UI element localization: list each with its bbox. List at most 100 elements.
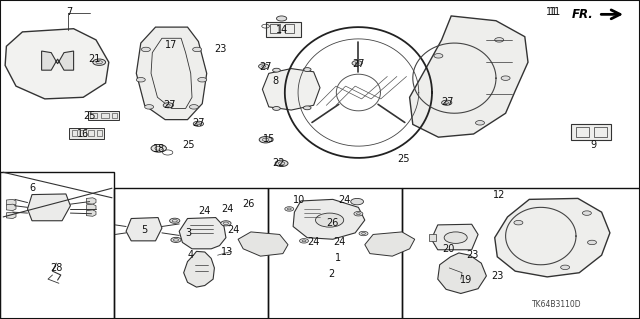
Text: 24: 24 bbox=[198, 205, 211, 216]
Circle shape bbox=[354, 211, 363, 216]
Bar bbox=[114, 188, 268, 319]
Circle shape bbox=[444, 232, 467, 243]
Polygon shape bbox=[293, 199, 365, 239]
Polygon shape bbox=[136, 27, 207, 120]
Text: 19: 19 bbox=[460, 275, 472, 285]
Circle shape bbox=[163, 103, 173, 108]
Circle shape bbox=[273, 107, 280, 110]
Circle shape bbox=[582, 211, 591, 215]
Text: 6: 6 bbox=[29, 183, 35, 193]
Bar bbox=[0, 172, 114, 319]
Polygon shape bbox=[438, 253, 486, 293]
Circle shape bbox=[221, 221, 231, 226]
Text: 26: 26 bbox=[242, 199, 255, 209]
Bar bbox=[270, 24, 280, 33]
Bar bbox=[88, 130, 94, 136]
Polygon shape bbox=[262, 69, 320, 110]
Bar bbox=[266, 22, 301, 37]
Text: 27: 27 bbox=[163, 100, 176, 110]
Text: 18: 18 bbox=[152, 144, 165, 154]
Polygon shape bbox=[42, 51, 74, 70]
Circle shape bbox=[351, 198, 364, 205]
Text: 11: 11 bbox=[549, 7, 562, 17]
Circle shape bbox=[359, 231, 368, 236]
Bar bbox=[594, 127, 607, 137]
Bar bbox=[90, 113, 97, 118]
Polygon shape bbox=[28, 194, 70, 221]
Circle shape bbox=[193, 47, 202, 52]
Circle shape bbox=[495, 38, 504, 42]
Polygon shape bbox=[6, 204, 16, 211]
Text: 23: 23 bbox=[466, 250, 479, 260]
Circle shape bbox=[303, 106, 311, 110]
Text: 1: 1 bbox=[335, 253, 341, 263]
Circle shape bbox=[189, 105, 198, 109]
Text: 3: 3 bbox=[186, 228, 192, 238]
Circle shape bbox=[136, 78, 145, 82]
Polygon shape bbox=[179, 218, 226, 249]
Polygon shape bbox=[6, 199, 16, 206]
Circle shape bbox=[141, 47, 150, 52]
Text: 27: 27 bbox=[442, 97, 454, 107]
Bar bbox=[97, 130, 102, 136]
Polygon shape bbox=[365, 232, 415, 256]
Circle shape bbox=[476, 121, 484, 125]
Circle shape bbox=[275, 160, 288, 167]
Bar bbox=[101, 113, 109, 118]
Text: FR.: FR. bbox=[572, 8, 594, 21]
Text: TK64B3110D: TK64B3110D bbox=[532, 300, 582, 309]
Text: 12: 12 bbox=[493, 190, 506, 200]
Bar bbox=[268, 188, 402, 319]
Text: 15: 15 bbox=[262, 134, 275, 144]
Polygon shape bbox=[5, 29, 109, 99]
Bar bbox=[576, 127, 589, 137]
Circle shape bbox=[276, 16, 287, 21]
Bar bbox=[112, 113, 117, 118]
Text: 25: 25 bbox=[83, 111, 96, 122]
Polygon shape bbox=[410, 16, 528, 137]
Bar bbox=[285, 24, 294, 33]
Text: 27: 27 bbox=[259, 62, 272, 72]
Text: 10: 10 bbox=[293, 195, 306, 205]
Polygon shape bbox=[86, 210, 96, 216]
Text: 9: 9 bbox=[591, 140, 597, 150]
Text: 4: 4 bbox=[188, 250, 194, 260]
Circle shape bbox=[259, 137, 272, 143]
Text: 7: 7 bbox=[66, 7, 72, 17]
Text: 22: 22 bbox=[272, 158, 285, 168]
Circle shape bbox=[93, 59, 106, 65]
Text: 28: 28 bbox=[50, 263, 63, 273]
Circle shape bbox=[145, 105, 154, 109]
Text: 24: 24 bbox=[338, 195, 351, 205]
Text: 24: 24 bbox=[333, 237, 346, 248]
Polygon shape bbox=[86, 204, 96, 211]
Text: 20: 20 bbox=[442, 244, 454, 254]
Circle shape bbox=[193, 121, 204, 126]
Text: 5: 5 bbox=[141, 225, 147, 235]
Bar bbox=[69, 128, 104, 139]
Text: 26: 26 bbox=[326, 218, 339, 228]
Circle shape bbox=[171, 237, 181, 242]
Polygon shape bbox=[6, 212, 16, 219]
Circle shape bbox=[434, 54, 443, 58]
Bar bbox=[402, 188, 640, 319]
Text: 24: 24 bbox=[227, 225, 240, 235]
Text: 24: 24 bbox=[307, 237, 320, 248]
Text: 25: 25 bbox=[397, 154, 410, 165]
Circle shape bbox=[170, 218, 180, 223]
Circle shape bbox=[352, 61, 362, 66]
Text: 16: 16 bbox=[77, 129, 90, 139]
Circle shape bbox=[501, 76, 510, 80]
Text: 13: 13 bbox=[221, 247, 234, 257]
Circle shape bbox=[588, 240, 596, 245]
Text: 23: 23 bbox=[492, 271, 504, 281]
Polygon shape bbox=[431, 224, 478, 250]
Polygon shape bbox=[86, 198, 96, 204]
Text: 27: 27 bbox=[192, 118, 205, 128]
Text: 17: 17 bbox=[165, 40, 178, 50]
Circle shape bbox=[198, 78, 207, 82]
Circle shape bbox=[273, 68, 280, 72]
Text: 8: 8 bbox=[272, 76, 278, 86]
Text: 21: 21 bbox=[88, 54, 101, 64]
Text: 23: 23 bbox=[214, 44, 227, 55]
